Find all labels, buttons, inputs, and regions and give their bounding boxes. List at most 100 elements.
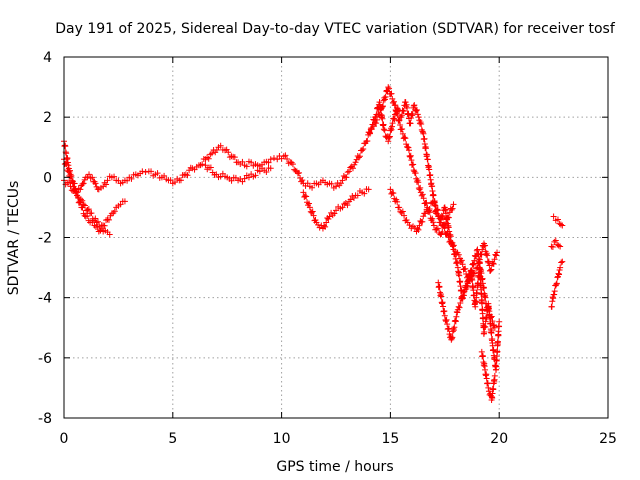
data-point — [248, 159, 255, 166]
data-point — [456, 304, 463, 311]
y-tick-label: 0 — [43, 170, 52, 186]
data-point — [84, 206, 91, 213]
data-point — [270, 155, 277, 162]
data-point — [494, 338, 501, 345]
data-point — [448, 206, 455, 213]
data-point — [466, 278, 473, 285]
data-point — [488, 313, 495, 320]
data-point — [89, 174, 96, 181]
data-point — [483, 251, 490, 258]
data-point — [321, 222, 328, 229]
data-point — [449, 328, 456, 335]
data-point — [454, 260, 461, 267]
data-point — [557, 264, 564, 271]
data-point — [306, 204, 313, 211]
data-point — [452, 318, 459, 325]
data-point — [430, 222, 437, 229]
data-point — [71, 186, 78, 193]
data-point — [426, 166, 433, 173]
data-point — [441, 225, 448, 232]
data-point — [449, 334, 456, 341]
data-point — [167, 177, 174, 184]
data-point — [344, 169, 351, 176]
chart-title: Day 191 of 2025, Sidereal Day-to-day VTE… — [55, 21, 616, 37]
data-point — [101, 222, 108, 229]
data-point — [555, 270, 562, 277]
data-point — [106, 231, 113, 238]
data-point — [438, 216, 445, 223]
data-point — [419, 191, 426, 198]
data-point — [459, 295, 466, 302]
data-point — [96, 223, 103, 230]
data-point — [386, 134, 393, 141]
data-point — [421, 135, 428, 142]
data-point — [410, 161, 417, 168]
data-point — [374, 116, 381, 123]
data-point — [161, 172, 168, 179]
data-point — [392, 102, 399, 109]
data-point — [443, 316, 450, 323]
data-point — [347, 196, 354, 203]
data-point — [408, 115, 415, 122]
data-point — [92, 215, 99, 222]
data-point — [339, 204, 346, 211]
x-tick-label: 0 — [60, 431, 69, 447]
data-point — [471, 257, 478, 264]
data-point — [322, 223, 329, 230]
data-point — [485, 384, 492, 391]
data-point — [382, 93, 389, 100]
data-point — [282, 152, 289, 159]
x-tick-label: 5 — [168, 431, 177, 447]
x-axis-label: GPS time / hours — [276, 459, 393, 475]
data-point — [413, 107, 420, 114]
data-point — [387, 186, 394, 193]
data-point — [413, 106, 420, 113]
data-point — [409, 110, 416, 117]
y-axis-label: SDTVAR / TECUs — [6, 181, 22, 296]
data-point — [460, 289, 467, 296]
data-point — [310, 212, 317, 219]
data-point — [437, 219, 444, 226]
data-point — [487, 314, 494, 321]
data-point — [394, 198, 401, 205]
data-point — [490, 261, 497, 268]
data-point — [239, 158, 246, 165]
data-point — [148, 168, 155, 175]
x-tick-label: 15 — [381, 431, 399, 447]
data-point — [352, 159, 359, 166]
data-point — [493, 252, 500, 259]
data-point — [340, 173, 347, 180]
data-point — [365, 186, 372, 193]
data-point — [199, 161, 206, 168]
data-point — [480, 284, 487, 291]
data-point — [379, 103, 386, 110]
data-point — [439, 228, 446, 235]
data-point — [75, 195, 82, 202]
data-point — [450, 325, 457, 332]
data-point — [379, 115, 386, 122]
data-point — [333, 183, 339, 190]
data-point — [256, 168, 263, 175]
data-point — [328, 180, 335, 187]
data-point — [263, 168, 270, 175]
data-point — [390, 115, 397, 122]
data-point — [208, 150, 215, 157]
data-point — [401, 134, 408, 141]
y-axis-ticks: 4 2 0 -2 -4 -6 -8 — [38, 50, 608, 427]
y-tick-label: 2 — [43, 110, 52, 126]
data-point — [415, 226, 422, 233]
data-point — [430, 219, 437, 226]
data-point — [376, 111, 383, 118]
data-point — [252, 172, 259, 179]
data-point — [476, 256, 483, 263]
data-point — [445, 234, 452, 241]
data-point — [333, 207, 339, 214]
data-point — [394, 108, 401, 115]
data-point — [412, 170, 419, 177]
data-point — [381, 96, 388, 103]
data-point — [408, 157, 415, 164]
data-point — [400, 107, 407, 114]
data-point — [65, 168, 72, 175]
data-point — [74, 192, 81, 199]
data-point — [77, 186, 84, 193]
